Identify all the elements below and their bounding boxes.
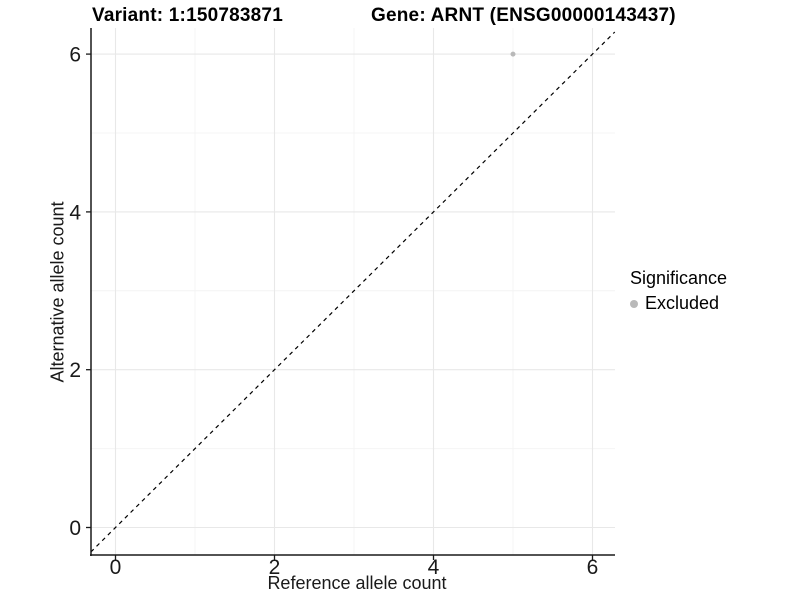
x-tick-label: 4 bbox=[428, 556, 440, 579]
legend-item-label: Excluded bbox=[645, 293, 720, 313]
data-point bbox=[510, 51, 516, 57]
y-tick-label: 0 bbox=[69, 517, 81, 540]
identity-dashed-line bbox=[90, 31, 616, 553]
legend-point-icon bbox=[630, 299, 638, 308]
y-axis-title: Alternative allele count bbox=[47, 201, 68, 383]
plot-title-variant: Variant: 1:150783871 bbox=[92, 5, 283, 26]
legend-item-excluded: Excluded bbox=[630, 293, 727, 314]
y-tick-label: 2 bbox=[69, 359, 81, 382]
x-axis-title: Reference allele count bbox=[267, 573, 447, 593]
legend: Significance Excluded bbox=[630, 268, 727, 314]
legend-title: Significance bbox=[630, 268, 728, 288]
x-tick-label: 6 bbox=[587, 556, 599, 579]
x-tick-label: 0 bbox=[110, 556, 122, 579]
plot-title-gene: Gene: ARNT (ENSG00000143437) bbox=[371, 5, 676, 26]
y-tick-label: 4 bbox=[69, 201, 81, 224]
y-tick-label: 6 bbox=[69, 44, 81, 67]
x-tick-label: 2 bbox=[269, 556, 281, 579]
